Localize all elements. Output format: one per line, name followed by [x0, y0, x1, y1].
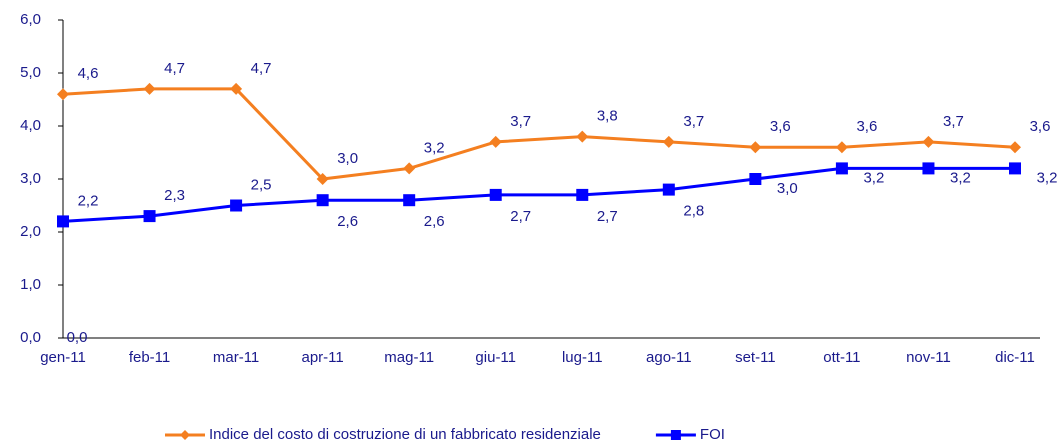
x-tick-label: mar-11: [213, 349, 259, 366]
point: [403, 162, 416, 175]
point: [576, 188, 589, 201]
x-tick-label: ott-11: [823, 349, 860, 366]
legend-marker: [670, 430, 681, 440]
data-label: 3,2: [1037, 169, 1057, 186]
legend-label: FOI: [700, 426, 725, 443]
series-line: [62, 87, 1016, 181]
point: [662, 183, 675, 196]
point: [403, 194, 416, 207]
data-label: 3,8: [597, 108, 618, 125]
x-tick-label: apr-11: [302, 349, 344, 366]
data-label: 3,0: [777, 180, 798, 197]
data-label: 2,7: [597, 208, 618, 225]
x-tick-label: ago-11: [646, 349, 692, 366]
x-tick-label: mag-11: [384, 349, 434, 366]
data-label: 2,5: [251, 176, 272, 193]
data-label: 2,6: [337, 213, 358, 230]
point: [143, 210, 156, 223]
data-label: 2,6: [424, 213, 445, 230]
data-label: 3,6: [1030, 118, 1051, 135]
point: [835, 162, 848, 175]
data-label: 3,2: [863, 169, 884, 186]
point: [749, 141, 762, 154]
point: [662, 135, 675, 148]
data-label: 2,3: [164, 187, 185, 204]
point: [835, 141, 848, 154]
point: [1009, 162, 1021, 175]
data-label: 3,6: [856, 118, 877, 135]
series-line: [62, 166, 1015, 223]
data-label: 3,7: [510, 113, 531, 130]
point: [749, 173, 762, 185]
data-label: 3,2: [950, 169, 971, 186]
point: [230, 199, 243, 212]
data-label: 2,2: [78, 192, 99, 209]
x-tick-label: gen-11: [40, 349, 86, 366]
x-tick-label: nov-11: [906, 349, 951, 366]
point: [489, 188, 502, 201]
point: [489, 135, 502, 148]
y-tick-label: 0,0: [20, 329, 41, 346]
point: [57, 215, 69, 228]
data-label: 2,7: [510, 208, 531, 225]
y-tick-label: 5,0: [20, 64, 41, 81]
data-label: 4,6: [78, 65, 99, 82]
data-label: 3,2: [424, 139, 445, 156]
point: [316, 173, 329, 185]
y-tick-label: 6,0: [20, 11, 41, 28]
data-label: 3,0: [337, 150, 358, 167]
data-label: 2,8: [683, 203, 704, 220]
x-tick-label: dic-11: [995, 349, 1035, 366]
legend-label: Indice del costo di costruzione di un fa…: [209, 426, 601, 443]
data-label: 3,7: [943, 113, 964, 130]
data-label: 3,7: [683, 113, 704, 130]
point: [143, 82, 156, 95]
legend-marker: [180, 430, 190, 440]
point: [922, 162, 935, 175]
y-tick-label: 1,0: [20, 276, 41, 293]
data-label: 0,0: [67, 329, 88, 346]
x-tick-label: giu-11: [475, 349, 516, 366]
point: [1009, 141, 1021, 154]
y-tick-label: 2,0: [20, 223, 41, 240]
point: [316, 194, 329, 207]
data-label: 4,7: [164, 60, 185, 77]
point: [230, 82, 243, 95]
point: [576, 130, 589, 143]
data-label: 3,6: [770, 118, 791, 135]
y-tick-label: 4,0: [20, 117, 41, 134]
data-label: 4,7: [251, 60, 272, 77]
point: [922, 135, 935, 148]
x-tick-label: lug-11: [562, 349, 603, 366]
y-tick-label: 3,0: [20, 170, 41, 187]
point: [57, 88, 69, 101]
x-tick-label: feb-11: [129, 349, 170, 366]
x-tick-label: set-11: [735, 349, 776, 366]
